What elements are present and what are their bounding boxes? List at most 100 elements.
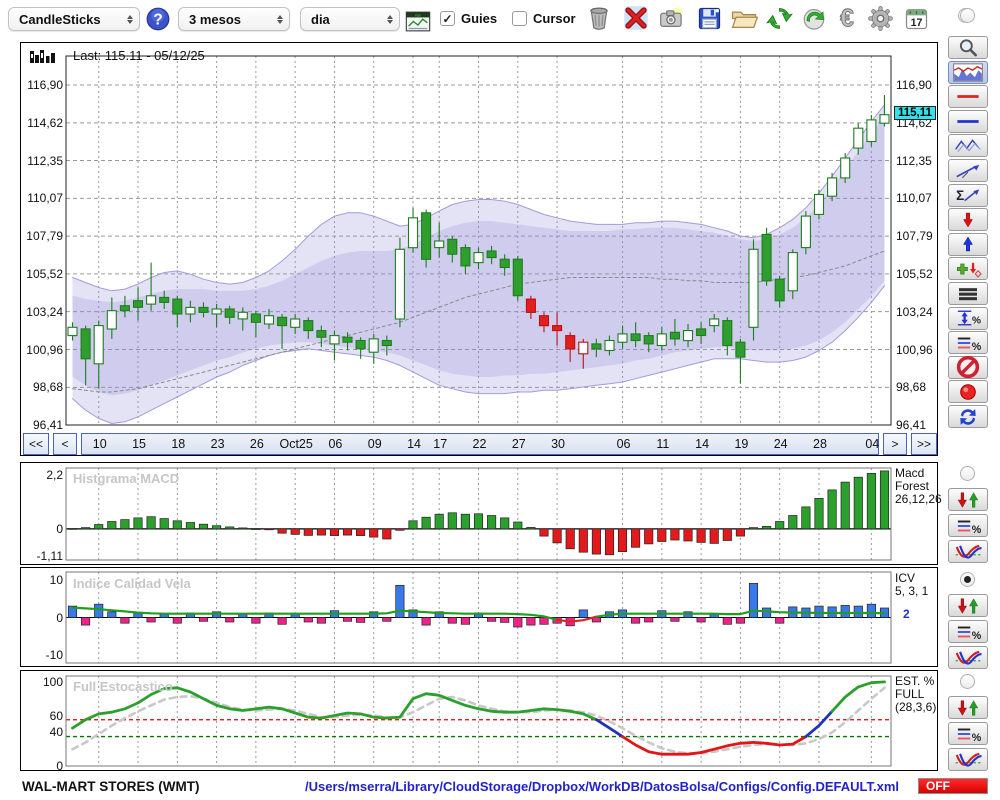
nav-next-button[interactable]: >: [883, 433, 907, 455]
axis-tick-label: 112,35: [896, 153, 932, 168]
svg-text:%: %: [972, 629, 982, 640]
tool-lines-percent-button[interactable]: %: [948, 331, 988, 355]
cursor-checkbox[interactable]: [512, 11, 527, 26]
svg-text:n,n: n,n: [416, 13, 421, 17]
trendline-icon: [953, 162, 983, 180]
icv-chart-svg[interactable]: [21, 568, 937, 666]
rows-icon: [953, 285, 983, 303]
tool-add-marker-button[interactable]: [948, 257, 988, 281]
off-toggle-button[interactable]: OFF: [918, 778, 988, 794]
icv-curve-button[interactable]: [948, 646, 988, 669]
nav-last-button[interactable]: >>: [911, 433, 937, 455]
x-axis-tick-label: 14: [695, 437, 710, 451]
icv-panel: Indice Calidad Vela 10 0 -10 ICV 5, 3, 1 2: [20, 567, 938, 667]
tool-record-button[interactable]: [948, 380, 988, 404]
axis-tick-label: 110,07: [27, 191, 63, 206]
interval-value: dia: [311, 11, 330, 27]
histogram-bars-icon: [28, 48, 58, 66]
svg-text:Σ: Σ: [956, 188, 964, 203]
icv-current-value: 2: [903, 607, 910, 621]
axis-tick-label: 107,79: [26, 229, 63, 244]
tool-vertical-percent-button[interactable]: %: [948, 306, 988, 330]
guies-checkbox[interactable]: ✓: [440, 11, 455, 26]
tool-zigzag-button[interactable]: [948, 134, 988, 158]
updown-arrows-icon: [953, 491, 983, 509]
tool-rows-button[interactable]: [948, 282, 988, 305]
trash-button[interactable]: [583, 3, 615, 33]
sync-icon: [956, 405, 980, 429]
macd-updown-arrows-button[interactable]: [948, 488, 988, 511]
macd-curve-button[interactable]: [948, 540, 988, 563]
macd-select-radio[interactable]: [960, 466, 975, 481]
stoch-updown-arrows-button[interactable]: [948, 696, 988, 719]
nav-prev-button[interactable]: <: [53, 433, 77, 455]
gear-button[interactable]: [864, 3, 896, 33]
price-chart-svg[interactable]: [21, 43, 937, 431]
nav-first-button[interactable]: <<: [23, 433, 49, 455]
axis-tick-label: 2,2: [46, 468, 63, 483]
magnifier-icon: [956, 37, 980, 59]
tool-no-entry-button[interactable]: [948, 355, 988, 379]
camera-button[interactable]: [655, 3, 687, 33]
mini-chart-button[interactable]: n,n: [402, 6, 434, 36]
x-axis-tick-label: 26: [249, 437, 264, 451]
chevron-updown-icon: [277, 14, 283, 24]
sidebar-radio[interactable]: [960, 8, 975, 23]
tool-magnifier-button[interactable]: [948, 36, 988, 59]
tool-up-arrow-blue-button[interactable]: [948, 232, 988, 256]
record-icon: [957, 381, 979, 403]
up-arrow-blue-icon: [955, 235, 981, 253]
blue-hline-icon: [953, 113, 983, 130]
zigzag-icon: [953, 137, 983, 155]
x-axis-tick-bar[interactable]: 10 15 18 23 26 Oct25 06 09 14 17 22 27 30 06 11 14 19 24 2…: [81, 433, 879, 455]
x-axis-tick-label: 19: [734, 437, 749, 451]
tool-sigma-trend-button[interactable]: Σ: [948, 183, 988, 207]
icv-updown-arrows-button[interactable]: [948, 594, 988, 617]
tool-down-arrow-red-button[interactable]: [948, 208, 988, 232]
tool-red-hline-button[interactable]: [948, 85, 988, 109]
macd-params-label: Macd Forest 26,12,26: [895, 466, 942, 506]
last-price-label: Last: 115.11 - 05/12/25: [73, 48, 205, 63]
stochastic-chart-svg[interactable]: [21, 671, 937, 770]
stoch-lines-percent-button[interactable]: %: [948, 722, 988, 745]
stoch-curve-button[interactable]: [948, 748, 988, 771]
add-marker-icon: [953, 260, 983, 278]
icv-select-radio[interactable]: [960, 572, 975, 587]
reload-button[interactable]: [798, 3, 830, 33]
icv-lines-percent-button[interactable]: %: [948, 620, 988, 643]
tool-area-chart-button[interactable]: [948, 60, 988, 84]
macd-chart-svg[interactable]: [21, 463, 937, 564]
calendar-button[interactable]: 17: [900, 3, 932, 33]
macd-lines-percent-button[interactable]: %: [948, 514, 988, 537]
stochastic-params-label: EST. % FULL (28,3,6): [895, 674, 937, 714]
euro-button[interactable]: €: [831, 3, 863, 33]
help-button[interactable]: ?: [142, 4, 174, 34]
open-folder-button[interactable]: [728, 3, 760, 33]
trash-icon: [586, 5, 612, 31]
guies-label: Guies: [461, 11, 498, 26]
tool-blue-hline-button[interactable]: [948, 109, 988, 133]
axis-tick-label: 103,24: [26, 304, 63, 319]
x-axis-tick-label: 04: [865, 437, 880, 451]
x-axis-tick-label: 06: [616, 437, 631, 451]
stoch-select-radio[interactable]: [960, 674, 975, 689]
svg-text:17: 17: [910, 16, 922, 28]
save-button[interactable]: [693, 3, 725, 33]
reload-icon: [801, 5, 827, 31]
range-select[interactable]: 3 mesos: [178, 7, 290, 31]
chevron-updown-icon: [127, 14, 133, 24]
cursor-label: Cursor: [533, 11, 576, 26]
tool-trendline-button[interactable]: [948, 159, 988, 182]
stochastic-panel: Full Estocastico 100 60 40 0 EST. % FULL (28,…: [20, 670, 938, 773]
axis-tick-label: 112,35: [27, 153, 63, 168]
icv-params-label: ICV 5, 3, 1: [895, 571, 929, 598]
calendar-icon: 17: [904, 6, 929, 31]
config-path-link[interactable]: /Users/mserra/Library/CloudStorage/Dropb…: [305, 779, 900, 794]
delete-x-button[interactable]: [620, 3, 652, 33]
x-axis-tick-label: 17: [433, 437, 448, 451]
interval-select[interactable]: dia: [300, 7, 400, 31]
chart-type-select[interactable]: CandleSticks: [8, 7, 140, 31]
x-axis-tick-label: 28: [813, 437, 827, 451]
tool-sync-button[interactable]: [948, 405, 988, 428]
refresh-button[interactable]: [763, 3, 795, 33]
